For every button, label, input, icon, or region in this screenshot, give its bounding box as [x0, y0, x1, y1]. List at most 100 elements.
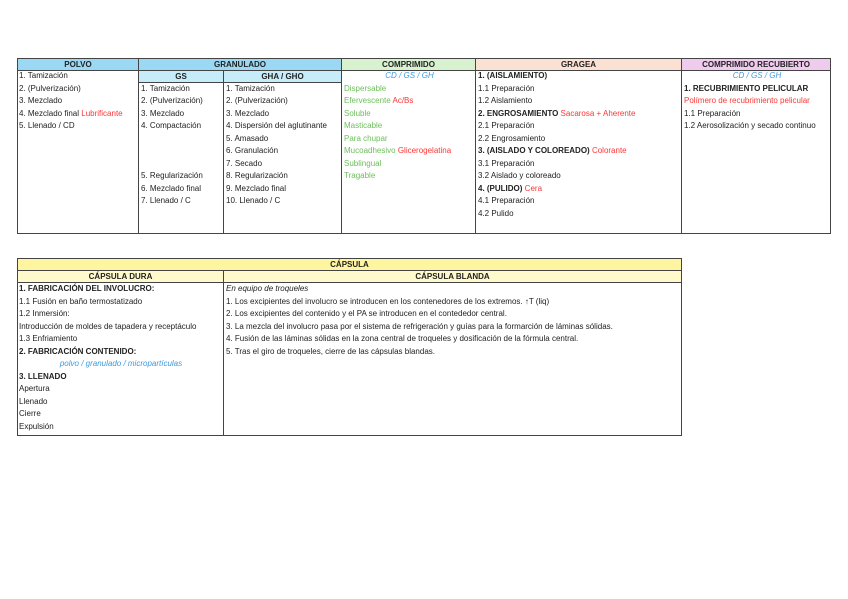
list-item: Polímero de recubrimiento pelicular	[682, 95, 830, 108]
item-text: 4. Fusión de las láminas sólidas en la z…	[226, 334, 579, 344]
list-item: 1. Tamización	[139, 83, 223, 96]
item-text: 5. Tras el giro de troqueles, cierre de …	[226, 346, 436, 356]
list-item: Tragable	[342, 170, 475, 183]
item-text: 3. LLENADO	[19, 371, 67, 381]
header-capsula-blanda: CÁPSULA BLANDA	[223, 270, 682, 283]
list-item: 3. Mezclado	[139, 108, 223, 121]
list-item: 2. FABRICACIÓN CONTENIDO:	[17, 346, 223, 359]
item-text: Para chupar	[344, 133, 388, 143]
item-text: 1.2 Inmersión:	[19, 309, 70, 319]
item-text: 8. Regularización	[226, 171, 288, 181]
list-item: 5. Amasado	[224, 133, 341, 146]
list-item	[139, 158, 223, 171]
item-text: 1. Los excipientes del involucro se intr…	[226, 296, 550, 306]
item-text: 2. (Pulverización)	[19, 83, 81, 93]
item-text: 2. Los excipientes del contenido y el PA…	[226, 309, 507, 319]
item-text: 5. Llenado / CD	[19, 121, 75, 131]
item-text: 1.3 Enfriamiento	[19, 334, 78, 344]
list-item: Cierre	[17, 408, 223, 421]
item-text: Efervescente	[344, 96, 393, 106]
item-text: 6. Granulación	[226, 146, 279, 156]
item-text: 7. Secado	[226, 158, 263, 168]
list-item: 1.2 Aislamiento	[476, 95, 681, 108]
column-capsula-blanda: En equipo de troqueles 1. Los excipientes…	[223, 283, 681, 436]
column-gs: 1. Tamización 2. (Pulverización) 3. Mezcla…	[138, 70, 223, 234]
item-text: Apertura	[19, 384, 50, 394]
list-item: 3. (AISLADO Y COLOREADO) Colorante	[476, 145, 681, 158]
item-text: Polímero de recubrimiento pelicular	[684, 96, 810, 106]
item-text: Llenado	[19, 396, 48, 406]
list-item: 1. Los excipientes del involucro se intr…	[224, 296, 681, 309]
header-comprimido: COMPRIMIDO	[341, 58, 476, 71]
item-text: 2. (Pulverización)	[226, 96, 288, 106]
item-text: 2. FABRICACIÓN CONTENIDO:	[19, 346, 137, 356]
item-text: 3. (AISLADO Y COLOREADO)	[478, 146, 592, 156]
item-text: Sacarosa + Aherente	[560, 108, 636, 118]
column-comprimido-recubierto: CD / GS / GH 1. RECUBRIMIENTO PELICULAR Po…	[681, 70, 830, 234]
list-item: 7. Secado	[224, 158, 341, 171]
item-text: Glicerogelatina	[397, 146, 452, 156]
list-item: 3.1 Preparación	[476, 158, 681, 171]
item-text: 4. Mezclado final	[19, 108, 82, 118]
list-item: Sublingual	[342, 158, 475, 171]
item-text: 2. ENGROSAMIENTO	[478, 108, 561, 118]
list-item: 3. La mezcla del involucro pasa por el s…	[224, 321, 681, 334]
list-item: 6. Granulación	[224, 145, 341, 158]
list-item: Dispersable	[342, 83, 475, 96]
item-text: Expulsión	[19, 422, 54, 432]
list-item: 2. (Pulverización)	[139, 95, 223, 108]
list-item: 1. (AISLAMIENTO)	[476, 70, 681, 83]
column-gragea: 1. (AISLAMIENTO) 1.1 Preparación 1.2 Aisla…	[475, 70, 681, 234]
item-text: 5. Amasado	[226, 133, 269, 143]
list-item: 9. Mezclado final	[224, 183, 341, 196]
list-item: Introducción de moldes de tapadera y rec…	[17, 321, 223, 334]
list-item: 4.2 Pulido	[476, 208, 681, 221]
item-text: Cierre	[19, 409, 41, 419]
list-item: Efervescente Ac/Bs	[342, 95, 475, 108]
item-text: 3. Mezclado	[226, 108, 270, 118]
list-item: 5. Tras el giro de troqueles, cierre de …	[224, 346, 681, 359]
item-text: 1.2 Aerosolización y secado continuo	[684, 121, 816, 131]
list-item: 10. Llenado / C	[224, 195, 341, 208]
item-text: 1. Tamización	[226, 83, 275, 93]
item-text: 3.2 Aislado y coloreado	[478, 171, 561, 181]
item-text: 4. Compactación	[141, 121, 202, 131]
header-polvo: POLVO	[17, 58, 139, 71]
list-item: 3. Mezclado	[224, 108, 341, 121]
list-item: Llenado	[17, 396, 223, 409]
list-item: 1.2 Inmersión:	[17, 308, 223, 321]
list-item: 6. Mezclado final	[139, 183, 223, 196]
item-text: 7. Llenado / C	[141, 196, 191, 206]
item-text: 2.1 Preparación	[478, 121, 535, 131]
item-text: 1.2 Aislamiento	[478, 96, 533, 106]
list-item	[224, 70, 341, 83]
item-text: Mucoadhesivo	[344, 146, 398, 156]
item-text: 1.1 Preparación	[684, 108, 741, 118]
list-item: 2.2 Engrosamiento	[476, 133, 681, 146]
list-item: 2. Los excipientes del contenido y el PA…	[224, 308, 681, 321]
list-item: 4.1 Preparación	[476, 195, 681, 208]
item-text: 1. Tamización	[141, 83, 190, 93]
list-item: Expulsión	[17, 421, 223, 434]
list-item: 2.1 Preparación	[476, 120, 681, 133]
list-item: 8. Regularización	[224, 170, 341, 183]
column-comprimido: CD / GS / GH Dispersable Efervescente Ac/B…	[341, 70, 475, 234]
list-item: 1. FABRICACIÓN DEL INVOLUCRO:	[17, 283, 223, 296]
item-text: 6. Mezclado final	[141, 183, 202, 193]
list-item: Soluble	[342, 108, 475, 121]
list-item: 2. (Pulverización)	[17, 83, 138, 96]
header-comprimido-recubierto: COMPRIMIDO RECUBIERTO	[681, 58, 831, 71]
list-item: CD / GS / GH	[342, 70, 475, 83]
item-text: Soluble	[344, 108, 371, 118]
item-text: 2.2 Engrosamiento	[478, 133, 546, 143]
item-text: 4.2 Pulido	[478, 209, 514, 219]
list-item: Mucoadhesivo Glicerogelatina	[342, 145, 475, 158]
list-item: 4. Fusión de las láminas sólidas en la z…	[224, 333, 681, 346]
list-item: 1. Tamización	[224, 83, 341, 96]
item-text: 3. La mezcla del involucro pasa por el s…	[226, 321, 613, 331]
item-text: 1.1 Preparación	[478, 83, 535, 93]
item-text: CD / GS / GH	[732, 71, 782, 80]
list-item: 2. ENGROSAMIENTO Sacarosa + Aherente	[476, 108, 681, 121]
item-text: En equipo de troqueles	[226, 284, 309, 293]
item-text: 1. RECUBRIMIENTO PELICULAR	[684, 83, 809, 93]
